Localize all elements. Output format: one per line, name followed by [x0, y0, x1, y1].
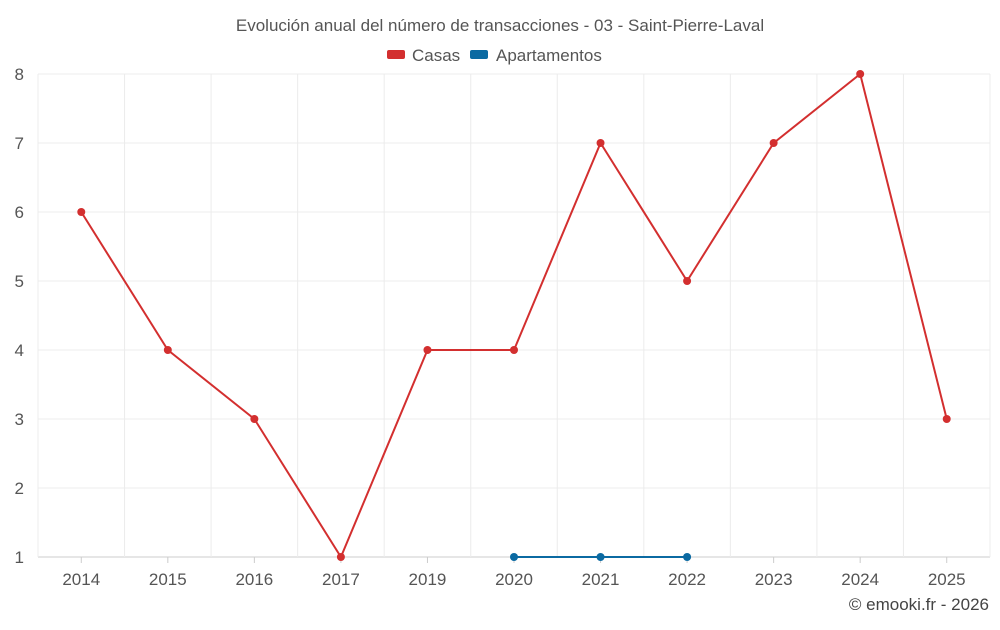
data-point-casas-2020[interactable]	[510, 346, 518, 354]
y-tick-label: 4	[15, 341, 24, 360]
x-tick-label: 2019	[409, 570, 447, 589]
grid-lines	[37, 73, 991, 558]
data-point-casas-2022[interactable]	[683, 277, 692, 285]
x-tick-label: 2021	[582, 570, 620, 589]
y-tick-label: 5	[15, 272, 24, 291]
legend: Casas Apartamentos	[387, 46, 602, 65]
data-point-casas-2015[interactable]	[163, 346, 172, 354]
data-point-casas-2021[interactable]	[596, 139, 605, 147]
copyright-footer: © emooki.fr - 2026	[849, 595, 989, 614]
data-point-apartamentos-2022[interactable]	[683, 553, 692, 561]
legend-swatch-apartamentos	[470, 50, 488, 59]
legend-swatch-casas	[387, 50, 405, 59]
data-point-casas-2016[interactable]	[250, 415, 259, 423]
x-tick-label: 2016	[235, 570, 273, 589]
data-point-casas-2023[interactable]	[769, 139, 778, 147]
data-point-apartamentos-2020[interactable]	[510, 553, 518, 561]
y-tick-label: 3	[15, 410, 24, 429]
y-tick-label: 6	[15, 203, 24, 222]
x-tick-label: 2020	[495, 570, 533, 589]
series-layer	[77, 70, 951, 561]
data-point-casas-2017[interactable]	[336, 553, 345, 561]
x-tick-label: 2025	[928, 570, 966, 589]
x-tick-label: 2022	[668, 570, 706, 589]
y-tick-label: 8	[15, 65, 24, 84]
data-point-casas-2024[interactable]	[856, 70, 865, 78]
x-tick-label: 2023	[755, 570, 793, 589]
y-axis: 1 2 3 4 5 6 7 8	[15, 65, 24, 567]
legend-item-apartamentos[interactable]: Apartamentos	[470, 46, 602, 65]
x-tick-label: 2024	[841, 570, 879, 589]
y-tick-label: 7	[15, 134, 24, 153]
y-tick-label: 2	[15, 479, 24, 498]
x-tick-label: 2017	[322, 570, 360, 589]
legend-label-apartamentos: Apartamentos	[496, 46, 602, 65]
x-axis: 2014 2015 2016 2017 2019 2020 2021 2022 2023 2024…	[62, 557, 966, 589]
chart-title: Evolución anual del número de transaccio…	[236, 16, 764, 35]
x-tick-label: 2014	[62, 570, 100, 589]
y-tick-label: 1	[15, 548, 24, 567]
legend-label-casas: Casas	[412, 46, 460, 65]
data-point-casas-2014[interactable]	[77, 208, 86, 216]
data-point-apartamentos-2021[interactable]	[596, 553, 605, 561]
data-point-casas-2025[interactable]	[942, 415, 951, 423]
data-point-casas-2019[interactable]	[423, 346, 432, 354]
legend-item-casas[interactable]: Casas	[387, 46, 460, 65]
x-tick-label: 2015	[149, 570, 187, 589]
